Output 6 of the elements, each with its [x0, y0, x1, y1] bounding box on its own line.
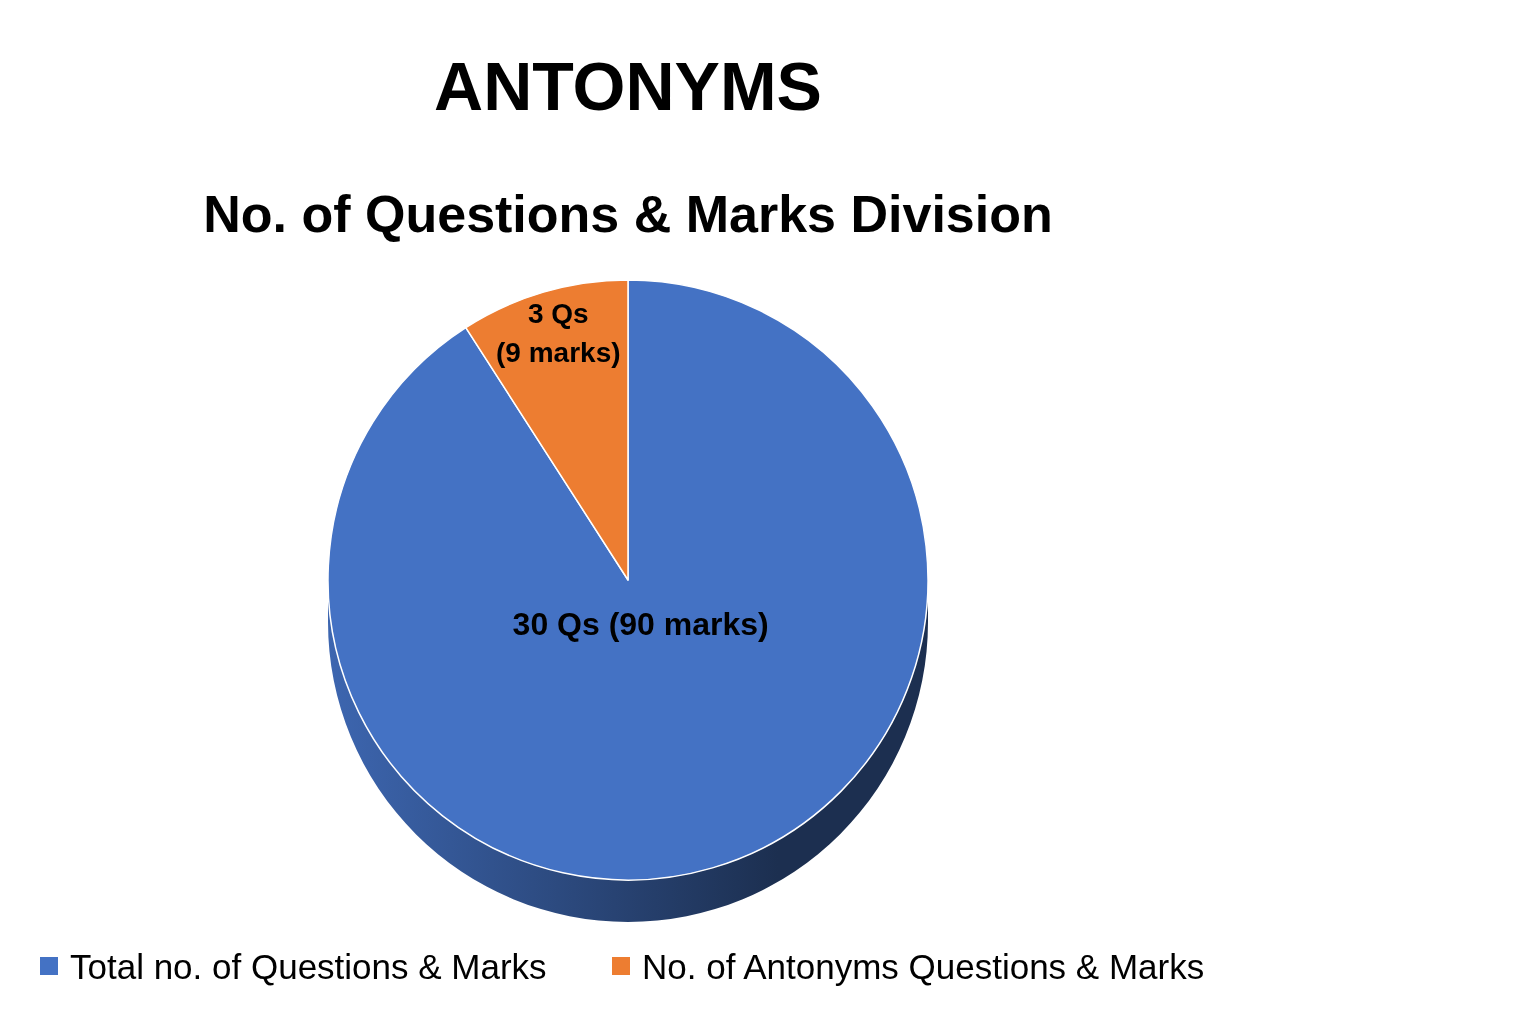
- chart-subtitle: No. of Questions & Marks Division: [203, 185, 1053, 243]
- data-label: 3 Qs (9 marks): [496, 298, 621, 368]
- legend-label: No. of Antonyms Questions & Marks: [642, 947, 1205, 986]
- chart-title: ANTONYMS: [434, 48, 822, 124]
- legend-label: Total no. of Questions & Marks: [70, 947, 547, 986]
- data-label: 30 Qs (90 marks): [512, 605, 769, 642]
